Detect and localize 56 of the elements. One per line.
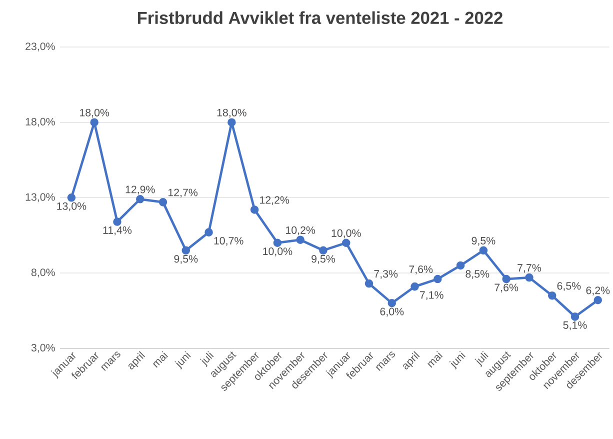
point [273, 238, 282, 247]
data-label: 6,2% [586, 286, 610, 296]
data-label: 10,2% [286, 226, 316, 236]
data-label: 7,1% [420, 291, 444, 300]
data-label: 10,0% [263, 248, 292, 256]
data-label: 10,7% [214, 236, 244, 246]
data-label: 10,0% [332, 229, 361, 238]
point [67, 194, 76, 202]
data-label: 7,6% [494, 284, 518, 292]
x-tick-label: mai [428, 351, 443, 368]
data-label: 9,5% [472, 236, 496, 246]
point [434, 274, 442, 284]
data-label: 12,7% [168, 188, 198, 198]
data-label: 18,0% [80, 108, 110, 118]
y-tick-label: 23,0% [26, 42, 55, 52]
point [342, 238, 350, 247]
point [158, 198, 168, 206]
y-tick-label: 13,0% [26, 193, 55, 202]
data-label: 7,7% [518, 264, 541, 273]
point [364, 279, 374, 288]
data-label: 18,0% [217, 108, 246, 118]
data-label: 8,5% [466, 270, 490, 279]
data-label: 9,5% [174, 255, 198, 264]
chart-title: Fristbrudd Avviklet fra venteliste 2021 - 2022 [138, 11, 502, 24]
data-label: 12,9% [126, 186, 155, 194]
point [204, 228, 213, 236]
y-tick-label: 18,0% [26, 118, 55, 127]
data-label: 13,0% [57, 202, 86, 212]
point [113, 218, 122, 226]
data-label: 9,5% [312, 255, 335, 264]
point [90, 118, 98, 126]
x-tick-label: mai [152, 351, 168, 368]
point [479, 246, 488, 255]
point [296, 236, 304, 244]
data-label: 5,1% [563, 321, 587, 330]
point [570, 312, 580, 321]
point [548, 291, 556, 300]
y-tick-label: 3,0% [31, 344, 55, 353]
point [250, 206, 259, 214]
data-label: 11,4% [103, 226, 132, 236]
point [136, 195, 144, 204]
point [502, 274, 510, 284]
point [388, 299, 396, 308]
data-label: 7,3% [374, 270, 398, 279]
y-tick-label: 8,0% [31, 268, 55, 278]
point [182, 246, 190, 255]
point [525, 273, 534, 282]
data-label: 6,5% [557, 282, 581, 291]
point [456, 261, 465, 270]
point [228, 118, 236, 126]
point [410, 282, 419, 291]
data-label: 7,6% [409, 266, 433, 274]
point [594, 296, 602, 304]
point [319, 246, 328, 255]
data-label: 6,0% [380, 308, 404, 317]
data-label: 12,2% [260, 196, 290, 206]
